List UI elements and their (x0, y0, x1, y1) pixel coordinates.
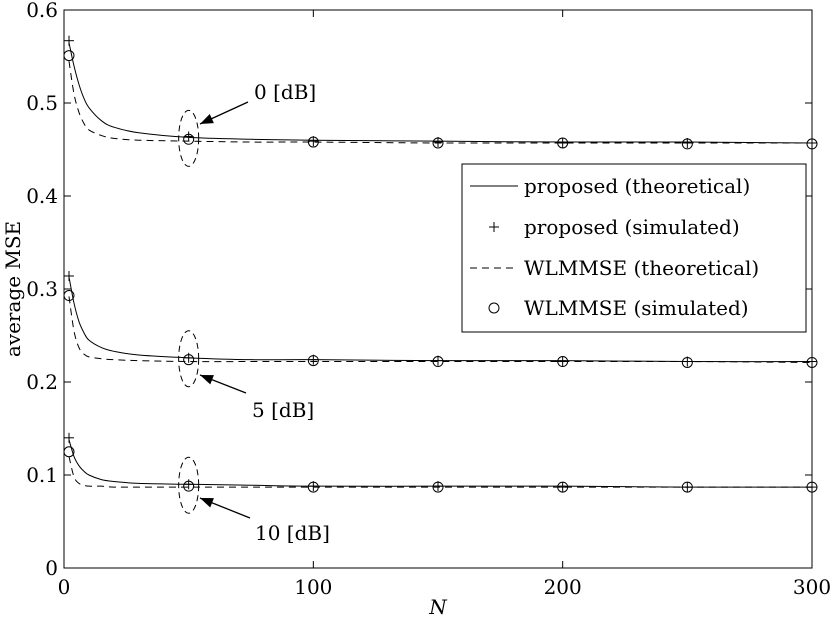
x-tick-label: 200 (544, 575, 582, 599)
proposed-simulated-point (183, 131, 194, 142)
legend-box (461, 163, 807, 333)
proposed-simulated-point (557, 482, 568, 493)
legend-label: WLMMSE (simulated) (524, 296, 749, 320)
legend-swatch-circle (488, 302, 500, 314)
wlmmse-simulated-point (432, 481, 444, 493)
legend-item: proposed (theoretical) (470, 174, 750, 198)
wlmmse-simulated-point (63, 50, 75, 62)
wlmmse-simulated-point (307, 136, 319, 148)
snr-label: 10 [dB] (255, 521, 330, 545)
wlmmse-simulated-point (183, 480, 195, 492)
x-tick-label: 0 (58, 575, 71, 599)
snr-label: 0 [dB] (254, 80, 316, 104)
proposed-simulated-point (308, 481, 319, 492)
proposed-theoretical-line (68, 42, 813, 144)
wlmmse-simulated-point (183, 354, 195, 366)
legend-swatch-plus (489, 222, 499, 232)
proposed-simulated-point (63, 270, 74, 281)
legend-label: proposed (simulated) (524, 215, 740, 239)
proposed-simulated-point (433, 355, 443, 366)
legend-item: WLMMSE (theoretical) (470, 256, 759, 280)
wlmmse-simulated-point (183, 133, 195, 145)
snr-label: 5 [dB] (252, 398, 314, 422)
y-tick-label: 0.3 (26, 277, 58, 301)
annotation-arrow-head (200, 114, 214, 124)
annotation-arrow-head (200, 375, 214, 385)
y-tick-label: 0.4 (26, 184, 58, 208)
legend-label: WLMMSE (theoretical) (524, 256, 759, 280)
proposed-simulated-point (308, 136, 319, 147)
proposed-simulated-point (63, 35, 74, 46)
wlmmse-simulated-point (307, 355, 319, 367)
wlmmse-theoretical-line (68, 456, 812, 488)
snr-ellipse (178, 456, 200, 514)
wlmmse-theoretical-line (68, 296, 813, 363)
wlmmse-simulated-point (681, 138, 693, 150)
wlmmse-simulated-point (432, 356, 444, 368)
legend: proposed (theoretical) proposed (simulate… (461, 163, 807, 333)
x-axis-label: N (428, 595, 448, 619)
y-axis-label: average MSE (1, 221, 25, 357)
wlmmse-simulated-point (557, 356, 569, 368)
wlmmse-simulated-point (432, 137, 444, 149)
wlmmse-simulated-point (307, 481, 319, 493)
y-tick-label: 0.6 (26, 0, 58, 22)
wlmmse-simulated-point (681, 481, 693, 493)
proposed-theoretical-line (68, 276, 813, 363)
proposed-simulated-point (433, 137, 443, 148)
snr-ellipse (178, 109, 200, 167)
proposed-simulated-point (557, 356, 568, 367)
proposed-simulated-point (63, 432, 74, 443)
legend-label: proposed (theoretical) (524, 174, 750, 198)
proposed-simulated-point (557, 137, 568, 148)
y-tick-label: 0.2 (26, 370, 58, 394)
wlmmse-simulated-point (681, 356, 693, 368)
proposed-simulated-point (308, 354, 319, 365)
x-tick-label: 300 (793, 575, 830, 599)
annotation-arrow-head (200, 498, 214, 508)
x-tick-label: 100 (294, 575, 332, 599)
legend-item: WLMMSE (simulated) (488, 296, 749, 320)
snr-ellipse (178, 330, 200, 388)
wlmmse-simulated-point (557, 481, 569, 493)
plot-area (63, 35, 818, 493)
y-tick-label: 0.5 (26, 91, 58, 115)
y-tick-label: 0 (45, 556, 58, 580)
annotations: 0 [dB] 5 [dB] 10 [dB] (178, 80, 330, 545)
y-tick-label: 0.1 (26, 463, 58, 487)
proposed-simulated-point (682, 137, 693, 148)
proposed-theoretical-line (68, 439, 813, 488)
proposed-simulated-point (682, 356, 693, 367)
wlmmse-simulated-point (557, 137, 569, 149)
proposed-simulated-point (433, 481, 443, 492)
wlmmse-theoretical-line (68, 61, 812, 144)
proposed-simulated-point (682, 482, 693, 493)
axes: 0 100 200 300 0 0.1 0.2 0.3 0.4 0.5 0.6 (26, 0, 830, 599)
legend-item: proposed (simulated) (489, 215, 740, 239)
